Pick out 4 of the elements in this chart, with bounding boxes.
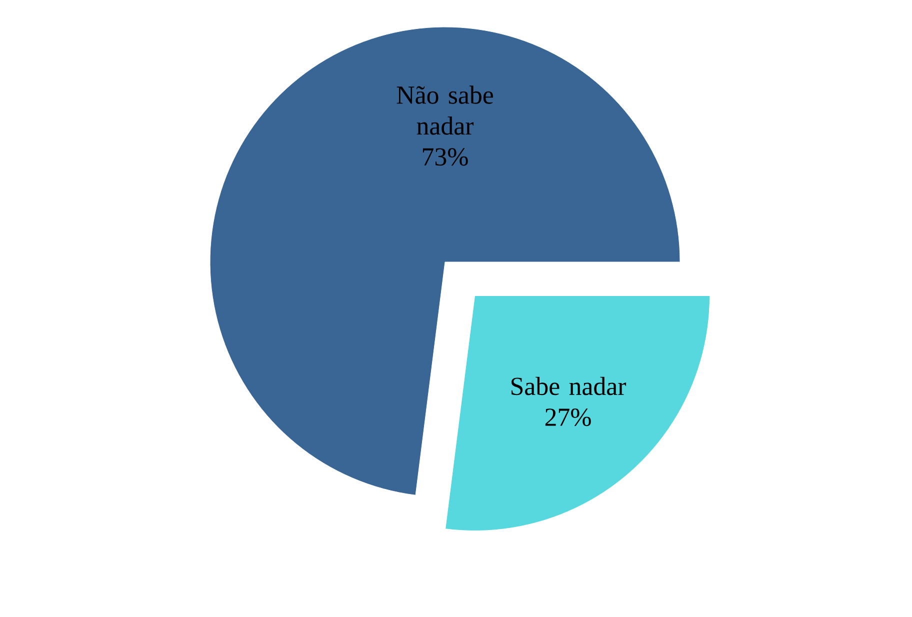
slice-label: Não sabe nadar: [396, 86, 494, 135]
data-label: 73%: [422, 148, 468, 166]
data-label: 27%: [545, 408, 591, 426]
slice-label: Sabe nadar: [511, 376, 626, 396]
